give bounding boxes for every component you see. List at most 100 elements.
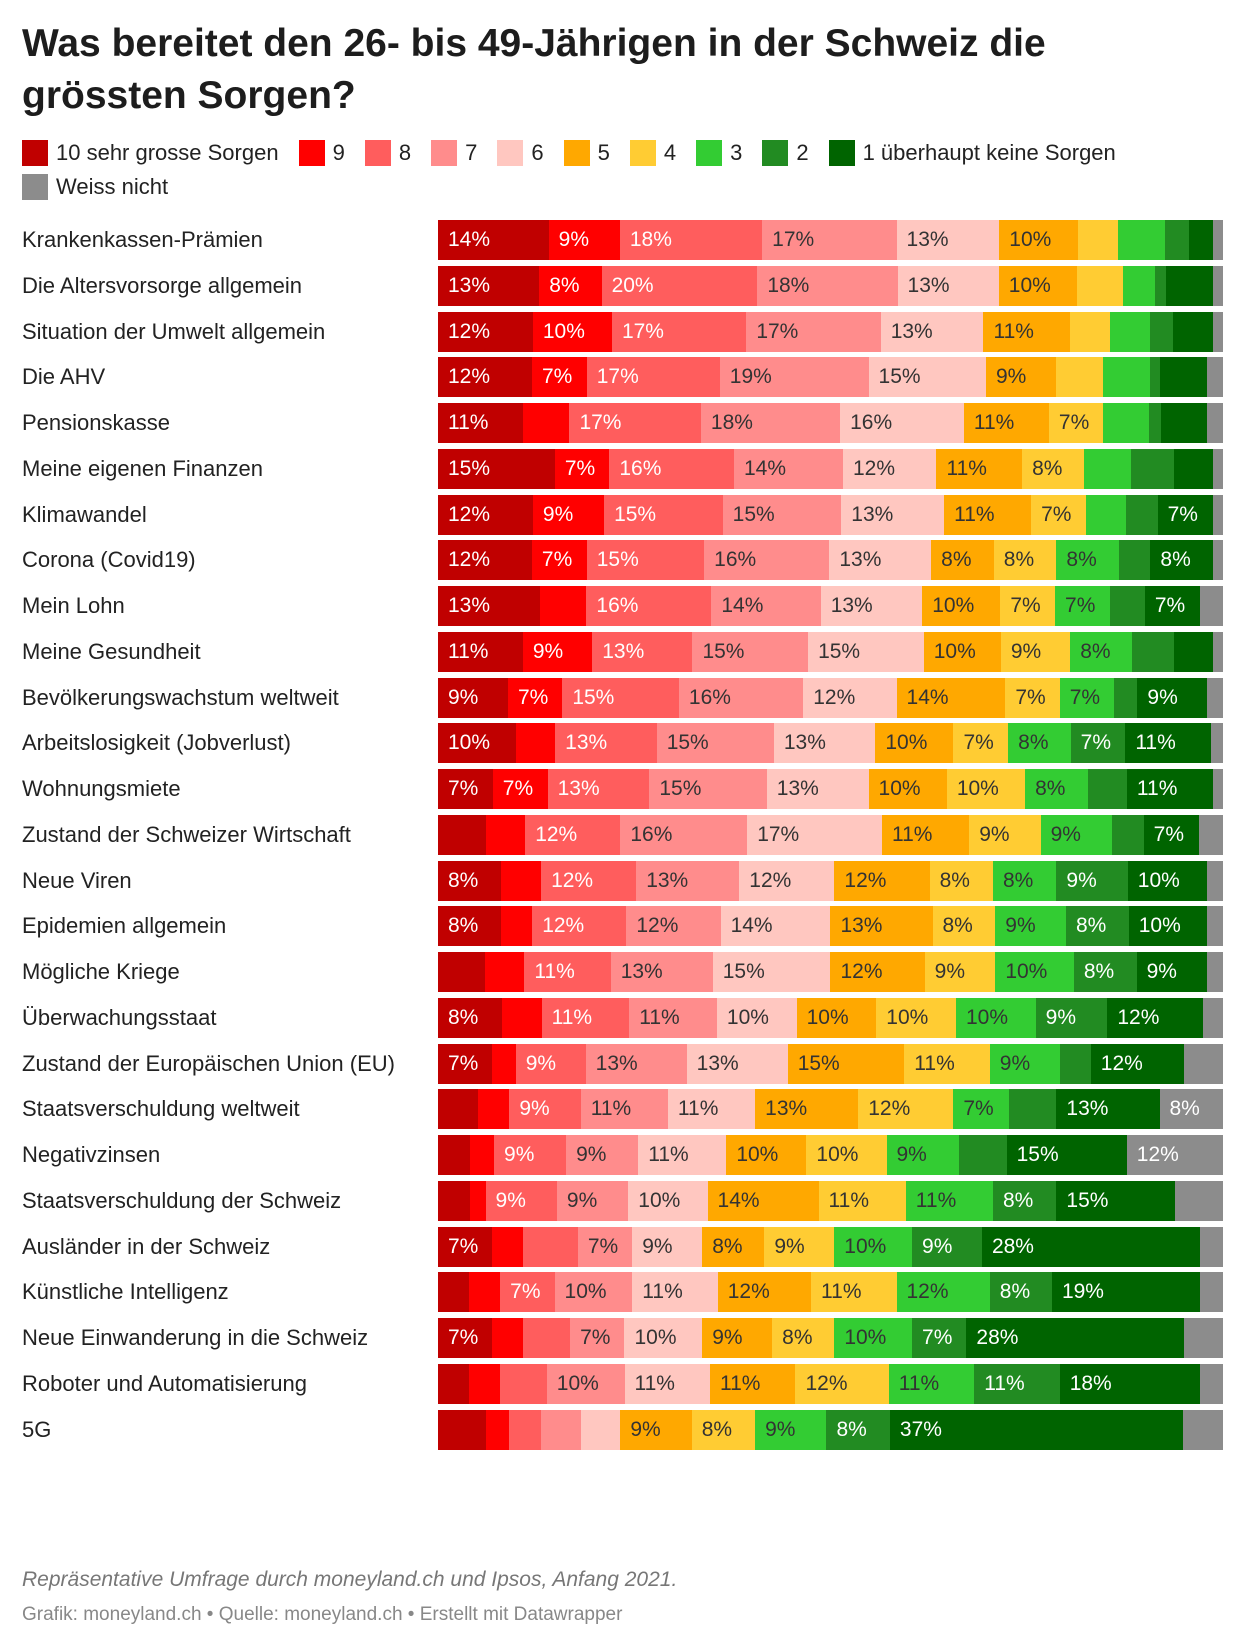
bar-segment: 10%: [438, 723, 517, 764]
bar-segment: [509, 1409, 542, 1450]
bar-segment: 9%: [912, 1226, 982, 1267]
bar-segment: [1199, 1226, 1223, 1267]
bar-segment: 10%: [546, 1363, 625, 1404]
legend-swatch: [696, 140, 723, 166]
bar-segment: 11%: [580, 1089, 668, 1130]
bar-segment: 14%: [720, 906, 831, 947]
bar-segment: 9%: [509, 1089, 581, 1130]
category-label: Roboter und Automatisierung: [22, 1370, 307, 1396]
bar-segment: 11%: [438, 631, 523, 672]
bar-segment: 20%: [601, 265, 758, 306]
bar-segment: 17%: [746, 311, 881, 352]
bar-segment: 18%: [1059, 1363, 1200, 1404]
bar-segment: 8%: [438, 860, 502, 901]
legend-swatch: [497, 140, 524, 166]
bar-segment: 8%: [691, 1409, 756, 1450]
bar-segment: 13%: [820, 586, 923, 626]
category-label: Situation der Umwelt allgemein: [22, 318, 326, 344]
bar-segment: 13%: [880, 311, 984, 352]
bar-segment: 10%: [726, 1135, 807, 1175]
bar-segment: 15%: [692, 631, 809, 672]
bar-segment: 11%: [632, 1272, 718, 1313]
bar-segment: [541, 1409, 581, 1450]
legend-swatch: [22, 174, 48, 200]
bar-segment: 28%: [966, 1318, 1185, 1358]
bar-segment: 15%: [586, 540, 705, 581]
bar-segment: 8%: [993, 540, 1057, 581]
bar-segment: [438, 1272, 470, 1313]
legend-label: 1 überhaupt keine Sorgen: [862, 140, 1116, 165]
stacked-bar: 9% 8% 9% 8% 37%: [438, 1409, 1223, 1450]
bar-segment: [1078, 220, 1118, 260]
bar-segment: 7%: [438, 769, 493, 809]
bar-segment: 13%: [592, 631, 693, 672]
bar-segment: 15%: [712, 952, 831, 992]
bar-segment: 11%: [524, 952, 611, 992]
bar-segment: 11%: [1126, 769, 1213, 809]
legend-swatch: [22, 140, 48, 166]
bar-segment: [500, 1363, 547, 1404]
bar-segment: 10%: [868, 769, 947, 809]
stacked-bar: 7% 9% 13% 13% 15% 11% 9% 12%: [438, 1043, 1223, 1084]
bar-segment: 7%: [1070, 723, 1126, 764]
bar-row: Situation der Umwelt allgemein 12% 10% 17% 1…: [0, 311, 1240, 352]
bar-segment: 10%: [716, 997, 797, 1038]
bar-segment: 9%: [995, 906, 1066, 947]
bar-segment: 8%: [1065, 906, 1129, 947]
bar-segment: 10%: [946, 769, 1026, 809]
bar-segment: [438, 952, 486, 992]
category-label: Die AHV: [22, 364, 106, 390]
bar-segment: 12%: [438, 540, 532, 581]
bar-row: Die Altersvorsorge allgemein 13% 8% 20% 18% 1…: [0, 265, 1240, 306]
bar-segment: 8%: [929, 860, 993, 901]
bar-segment: 15%: [649, 769, 767, 809]
bar-segment: 12%: [1126, 1135, 1223, 1175]
bar-segment: 8%: [992, 1180, 1057, 1221]
bar-row: Ausländer in der Schweiz 7% 7% 9% 8% 9% 10% 9% 2…: [0, 1226, 1240, 1267]
bar-segment: 11%: [944, 494, 1032, 535]
bar-segment: 10%: [532, 311, 612, 352]
stacked-bar: 8% 12% 12% 14% 13% 8% 9% 8% 10%: [438, 906, 1223, 947]
bar-segment: [1184, 1318, 1223, 1358]
bar-segment: [523, 403, 570, 443]
legend-swatch: [298, 140, 325, 166]
legend-item: 8: [364, 140, 411, 166]
bar-segment: [958, 1135, 1007, 1175]
bar-segment: 15%: [1056, 1180, 1176, 1221]
bar-row: Überwachungsstaat 8% 11% 11% 10% 10% 10% 10% 9% 1…: [0, 997, 1240, 1038]
bar-segment: 8%: [1159, 1089, 1223, 1130]
legend-label: 4: [663, 140, 677, 165]
source-credit: Grafik: moneyland.ch • Quelle: moneyland…: [22, 1604, 623, 1625]
bar-segment: 8%: [438, 906, 501, 947]
bar-segment: [1111, 814, 1144, 855]
bar-segment: 10%: [998, 265, 1077, 306]
legend: 10 sehr grosse Sorgen 9 8 7 6 5 4 3 2 1 überhaupt…: [22, 140, 1212, 200]
bar-segment: [1109, 586, 1145, 626]
bar-segment: 8%: [989, 1272, 1052, 1313]
category-label: Corona (Covid19): [22, 547, 196, 573]
bar-segment: 16%: [586, 586, 712, 626]
legend-label: 10 sehr grosse Sorgen: [56, 140, 279, 165]
bar-segment: [492, 1043, 516, 1084]
bar-segment: [1087, 769, 1127, 809]
bar-segment: 10%: [628, 1180, 708, 1221]
bar-row: Krankenkassen-Prämien 14% 9% 18% 17% 13% 10%: [0, 220, 1240, 260]
bar-segment: 18%: [700, 403, 841, 443]
bar-segment: 7%: [438, 1226, 493, 1267]
legend-item: 7: [431, 140, 477, 166]
bar-segment: 11%: [882, 814, 970, 855]
bar-segment: [492, 1226, 524, 1267]
bar-segment: 13%: [829, 540, 932, 581]
category-label: Negativzinsen: [22, 1142, 161, 1167]
bar-segment: [1114, 677, 1138, 718]
bar-segment: 7%: [1059, 677, 1115, 718]
bar-segment: [1213, 448, 1223, 489]
bar-segment: [501, 860, 542, 901]
bar-segment: 11%: [629, 997, 717, 1038]
bar-segment: [1213, 631, 1223, 672]
bar-segment: [523, 1318, 571, 1358]
bar-segment: [1199, 1363, 1223, 1404]
bar-segment: [1207, 677, 1223, 718]
stacked-bar: 7% 7% 10% 9% 8% 10% 7% 28%: [438, 1318, 1223, 1358]
bar-row: Klimawandel 12% 9% 15% 15% 13% 11% 7% 7%: [0, 494, 1240, 535]
